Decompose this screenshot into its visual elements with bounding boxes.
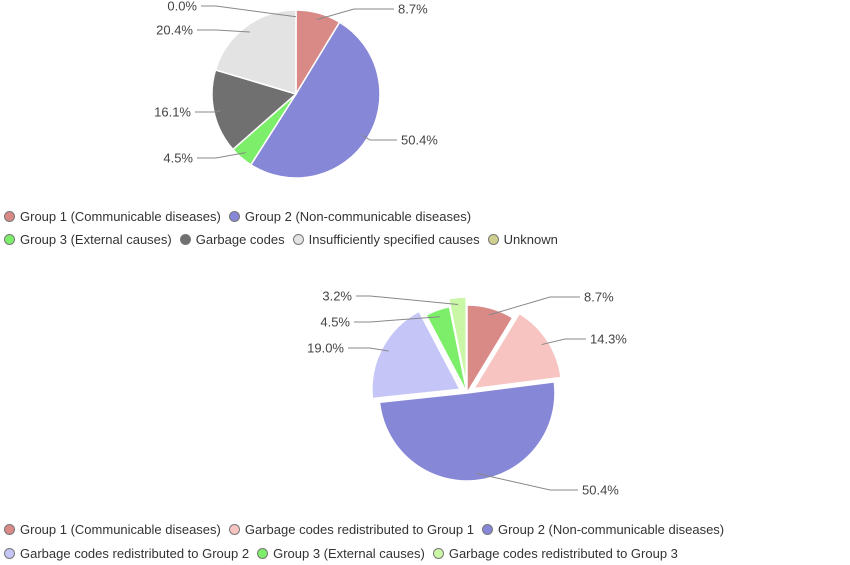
pie-2-value-label-garbage-codes-redistributed-to-group-3: 3.2%	[322, 289, 352, 304]
pie-1-leader-unknown	[201, 5, 297, 18]
pie-1-legend-row: Group 1 (Communicable diseases) Group 2 (…	[4, 209, 479, 224]
pie-2-legend-item-garbage-codes-redistributed-to-group-2[interactable]: Garbage codes redistributed to Group 2	[4, 546, 249, 561]
legend-swatch-icon	[487, 234, 499, 245]
pie-2-legend-item-group-2-non-communicable-diseases[interactable]: Group 2 (Non-communicable diseases)	[481, 522, 725, 537]
legend-swatch-icon	[228, 211, 240, 222]
pie-2-legend-item-group-1-communicable-diseases[interactable]: Group 1 (Communicable diseases)	[4, 522, 221, 537]
legend-label: Garbage codes	[195, 232, 285, 247]
pie-2-slice-garbage-codes-redistributed-to-group-3	[447, 296, 467, 386]
legend-swatch-icon	[4, 211, 15, 222]
pie-1-legend-item-unknown[interactable]: Unknown	[487, 232, 558, 247]
pie-2-legend-item-garbage-codes-redistributed-to-group-1[interactable]: Garbage codes redistributed to Group 1	[228, 522, 474, 537]
pie-1-value-label-group-1-communicable-diseases: 8.7%	[398, 2, 428, 17]
legend-swatch-icon	[292, 234, 304, 245]
pie-1-slice-insufficiently-specified-causes	[214, 9, 297, 96]
pie-2-leader-garbage-codes-redistributed-to-group-3	[356, 295, 459, 305]
legend-label: Garbage codes redistributed to Group 2	[20, 546, 250, 561]
pie-1-leader-group-1-communicable-diseases	[316, 8, 394, 21]
legend-swatch-icon	[4, 234, 15, 245]
legend-swatch-icon	[432, 548, 444, 559]
legend-swatch-icon	[228, 524, 240, 535]
pie-1-value-label-garbage-codes: 16.1%	[154, 105, 191, 120]
pie-2-value-label-group-3-external-causes: 4.5%	[320, 315, 350, 330]
pie-2-slice-group-1-communicable-diseases	[466, 304, 514, 396]
legend-swatch-icon	[4, 548, 15, 559]
legend-label: Garbage codes redistributed to Group 3	[448, 546, 678, 561]
pie-2-leader-garbage-codes-redistributed-to-group-1	[541, 338, 586, 346]
legend-label: Unknown	[503, 232, 558, 247]
pie-2-value-label-garbage-codes-redistributed-to-group-2: 19.0%	[307, 341, 344, 356]
legend-label: Insufficiently specified causes	[308, 232, 480, 247]
pie-1-leader-group-3-external-causes	[197, 152, 246, 159]
legend-label: Group 1 (Communicable diseases)	[20, 522, 221, 537]
pie-1-value-label-group-2-non-communicable-diseases: 50.4%	[401, 133, 438, 148]
pie-1-legend-item-insufficiently-specified-causes[interactable]: Insufficiently specified causes	[292, 232, 480, 247]
legend-label: Garbage codes redistributed to Group 1	[244, 522, 474, 537]
pie-2-legend-row: Group 1 (Communicable diseases) Garbage c…	[4, 522, 732, 537]
legend-label: Group 2 (Non-communicable diseases)	[244, 209, 472, 224]
pie-1-legend-row: Group 3 (External causes) Garbage codes In…	[4, 232, 566, 247]
legend-swatch-icon	[257, 548, 269, 559]
legend-swatch-icon	[481, 524, 493, 535]
pie-1-legend-item-group-2-non-communicable-diseases[interactable]: Group 2 (Non-communicable diseases)	[228, 209, 472, 224]
pie-2-slice-garbage-codes-redistributed-to-group-1	[472, 312, 562, 390]
legend-label: Group 1 (Communicable diseases)	[20, 209, 221, 224]
pie-2-value-label-group-1-communicable-diseases: 8.7%	[584, 290, 614, 305]
legend-label: Group 2 (Non-communicable diseases)	[497, 522, 725, 537]
pie-2-value-label-group-2-non-communicable-diseases: 50.4%	[582, 483, 619, 498]
pie-2-leader-group-3-external-causes	[354, 316, 440, 323]
pie-2-legend-item-garbage-codes-redistributed-to-group-3[interactable]: Garbage codes redistributed to Group 3	[432, 546, 678, 561]
pie-1-leader-insufficiently-specified-causes	[197, 29, 250, 33]
pie-1-value-label-group-3-external-causes: 4.5%	[163, 151, 193, 166]
pie-1-legend-item-group-3-external-causes[interactable]: Group 3 (External causes)	[4, 232, 172, 247]
legend-swatch-icon	[179, 234, 191, 245]
pie-2-legend-row: Garbage codes redistributed to Group 2 Gr…	[4, 546, 686, 561]
pie-2-value-label-garbage-codes-redistributed-to-group-1: 14.3%	[590, 332, 627, 347]
pie-2-slice-garbage-codes-redistributed-to-group-2	[371, 310, 462, 400]
pie-1-value-label-insufficiently-specified-causes: 20.4%	[156, 23, 193, 38]
pie-1-value-label-unknown: 0.0%	[167, 0, 197, 14]
pie-2-leader-group-2-non-communicable-diseases	[476, 472, 578, 491]
pie-2-slice-group-3-external-causes	[425, 305, 468, 394]
pie-2-leader-group-1-communicable-diseases	[488, 296, 580, 316]
pie-2-slice-group-2-non-communicable-diseases	[378, 381, 556, 482]
pie-1-leader-group-2-non-communicable-diseases	[361, 134, 397, 141]
pie-1-legend-item-garbage-codes[interactable]: Garbage codes	[179, 232, 285, 247]
pie-2-leader-garbage-codes-redistributed-to-group-2	[348, 347, 389, 352]
pie-1-legend-item-group-1-communicable-diseases[interactable]: Group 1 (Communicable diseases)	[4, 209, 221, 224]
pie-1-leader-garbage-codes	[195, 110, 221, 113]
legend-label: Group 3 (External causes)	[273, 546, 425, 561]
legend-swatch-icon	[4, 524, 15, 535]
legend-label: Group 3 (External causes)	[20, 232, 172, 247]
pie-2-legend-item-group-3-external-causes[interactable]: Group 3 (External causes)	[257, 546, 425, 561]
